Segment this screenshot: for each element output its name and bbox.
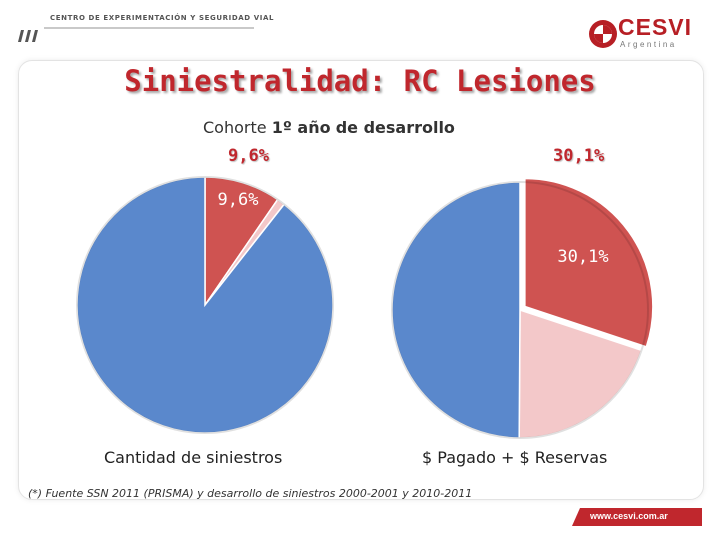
pie1-slice-1 xyxy=(204,176,279,308)
org-name: CENTRO DE EXPERIMENTACIÓN Y SEGURIDAD VI… xyxy=(50,14,275,22)
ghost-label-right: 30,1% xyxy=(553,146,605,166)
slide-title: Siniestralidad: RC Lesiones xyxy=(124,64,596,98)
pie1-outline xyxy=(76,176,334,434)
subtitle-cohort: Cohorte xyxy=(203,118,267,137)
pie2-slice-2 xyxy=(518,308,643,439)
cesvi-logo-icon xyxy=(589,20,617,48)
footnote: (*) Fuente SSN 2011 (PRISMA) y desarroll… xyxy=(28,487,473,500)
footer-url[interactable]: www.cesvi.com.ar xyxy=(590,511,668,521)
subtitle-rest: de desarrollo xyxy=(335,118,455,137)
pie1-data-label-1: 9,6% xyxy=(218,190,259,210)
logo-subtitle: Argentina xyxy=(620,40,677,49)
pie2-data-label-1: 30,1% xyxy=(557,247,608,267)
pie1-caption: Cantidad de siniestros xyxy=(104,448,283,467)
pie2-slice-3 xyxy=(391,181,521,439)
slide-subtitle: Cohorte 1º año de desarrollo xyxy=(203,118,455,137)
header-stripes-icon xyxy=(18,30,38,42)
pie2-caption: $ Pagado + $ Reservas xyxy=(422,448,608,467)
pie2-slice-1 xyxy=(524,177,654,348)
pie2-outline xyxy=(391,181,649,439)
footer-bar xyxy=(572,508,702,526)
slide-frame xyxy=(18,60,704,500)
header-rule xyxy=(44,27,254,29)
ghost-label-left: 9,6% xyxy=(228,146,269,166)
logo-word: CESVI xyxy=(618,14,693,40)
subtitle-year: 1º año xyxy=(271,118,331,137)
pie1-slice-3 xyxy=(76,176,334,434)
